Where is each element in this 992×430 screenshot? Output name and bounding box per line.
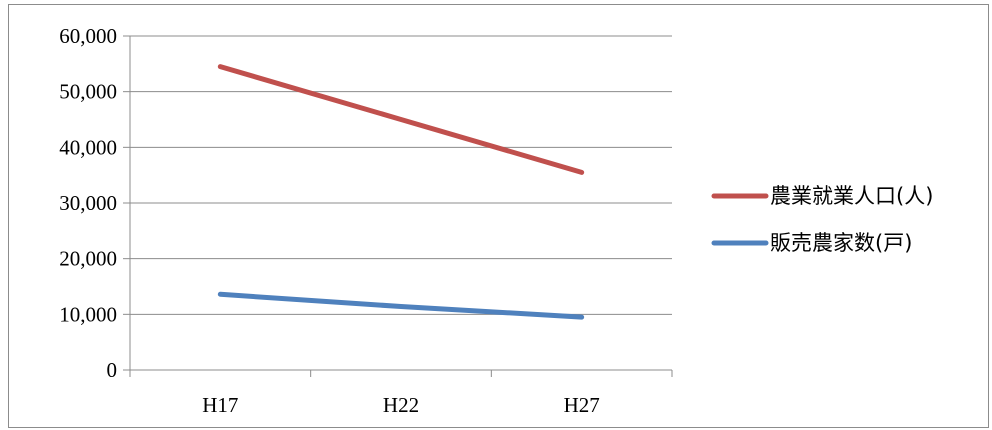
y-tick-label: 60,000 bbox=[59, 24, 117, 48]
y-tick-label: 10,000 bbox=[59, 302, 117, 326]
axes bbox=[123, 35, 673, 377]
chart-frame bbox=[8, 4, 989, 428]
x-tick-label: H27 bbox=[564, 393, 600, 417]
legend-label-0: 農業就業人口(人) bbox=[770, 184, 933, 208]
y-tick-label: 0 bbox=[107, 358, 118, 382]
series-lines bbox=[217, 64, 585, 320]
series-line-1 bbox=[217, 291, 585, 320]
y-tick-label: 20,000 bbox=[59, 247, 117, 271]
gridlines bbox=[130, 35, 672, 315]
y-axis-tick-labels: 0 10,000 20,000 30,000 40,000 50,000 60,000 bbox=[59, 24, 117, 382]
y-tick-label: 30,000 bbox=[59, 191, 117, 215]
x-axis-tick-labels: H17 H22 H27 bbox=[202, 393, 600, 417]
series-line-0 bbox=[217, 64, 585, 175]
legend-label-1: 販売農家数(戸) bbox=[770, 231, 912, 255]
x-tick-label: H17 bbox=[202, 393, 238, 417]
y-tick-label: 40,000 bbox=[59, 135, 117, 159]
y-tick-label: 50,000 bbox=[59, 80, 117, 104]
x-tick-label: H22 bbox=[383, 393, 419, 417]
legend: 農業就業人口(人) 販売農家数(戸) bbox=[711, 184, 933, 255]
